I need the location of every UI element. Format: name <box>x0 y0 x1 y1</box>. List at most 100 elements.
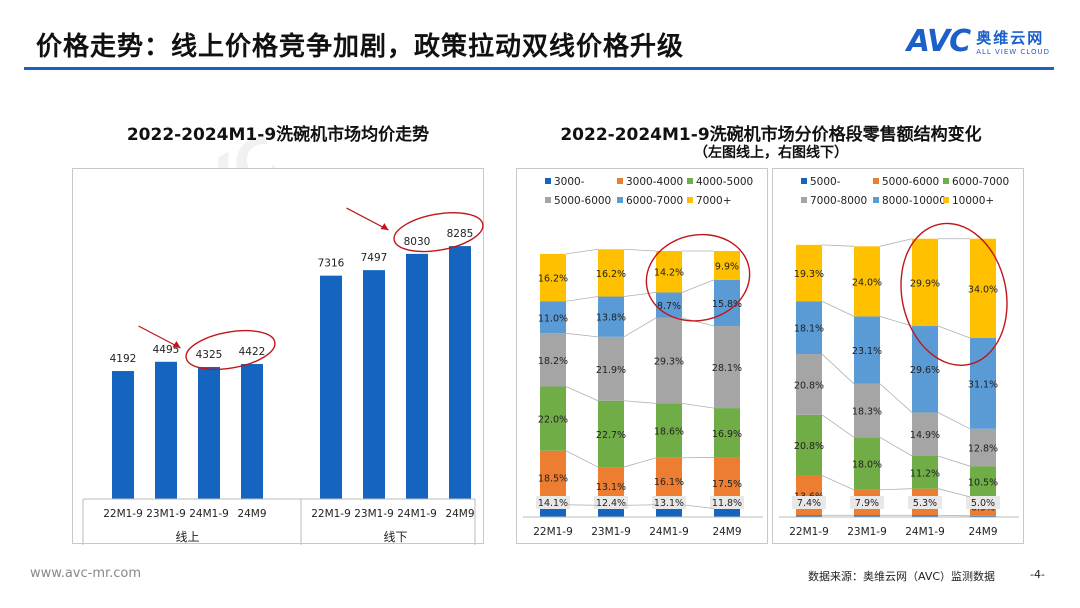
logo-en: ALL VIEW CLOUD <box>976 47 1050 56</box>
stack-segment <box>970 428 996 467</box>
legend-label: 5000-6000 <box>554 195 611 207</box>
stack-segment <box>540 450 566 505</box>
legend-swatch <box>687 178 693 184</box>
data-label: 18.2% <box>538 356 568 367</box>
data-label: 8285 <box>447 228 474 240</box>
tick-label: 24M1-9 <box>905 526 945 538</box>
data-label: 18.0% <box>852 460 882 471</box>
stack-segment <box>714 279 740 327</box>
tick-label: 24M9 <box>968 526 997 538</box>
connector-line <box>937 455 971 467</box>
gap-label-bg <box>792 496 826 509</box>
gap-label-bg <box>536 496 570 509</box>
data-label: 22.0% <box>538 415 568 426</box>
group-label: 线下 <box>383 530 407 544</box>
stack-segment <box>912 326 938 413</box>
stack-segment <box>854 316 880 384</box>
connector-line <box>565 386 599 402</box>
highlight-circle <box>393 212 484 253</box>
legend-swatch <box>873 197 879 203</box>
data-label: 17.5% <box>712 479 742 490</box>
gap-label: 7.4% <box>797 498 821 509</box>
page-number: -4- <box>1030 568 1045 581</box>
data-label: 8030 <box>404 236 431 248</box>
legend-swatch <box>617 197 623 203</box>
connector-line <box>623 248 657 252</box>
gap-label: 5.0% <box>971 498 995 509</box>
legend-label: 7000+ <box>696 195 732 207</box>
bar <box>155 361 177 499</box>
connector-line <box>681 317 715 327</box>
connector-line <box>681 403 715 409</box>
stack-segment <box>540 386 566 451</box>
tick-label: 24M1-9 <box>189 508 229 520</box>
stack-segment <box>912 515 938 517</box>
legend-swatch <box>801 178 807 184</box>
connector-line <box>879 488 913 491</box>
data-label: 34.0% <box>968 284 998 295</box>
highlight-circle <box>185 329 276 371</box>
stack-segment <box>854 383 880 438</box>
left-chart-title: 2022-2024M1-9洗碗机市场均价走势 <box>126 125 430 145</box>
stack-segment <box>912 238 938 327</box>
stack-segment <box>854 515 880 517</box>
data-label: 20.8% <box>794 441 824 452</box>
connector-line <box>623 457 657 468</box>
legend-swatch <box>617 178 623 184</box>
tick-label: 24M9 <box>237 508 266 520</box>
highlight-arrow <box>346 207 389 231</box>
footer-url[interactable]: www.avc-mr.com <box>30 566 142 581</box>
gap-label-bg <box>850 496 884 509</box>
stack-segment <box>796 301 822 355</box>
stack-segment <box>598 336 624 401</box>
connector-line <box>937 488 971 498</box>
data-label: 10.5% <box>968 478 998 489</box>
connector-line <box>821 353 855 385</box>
bar <box>198 366 220 499</box>
data-label: 16.1% <box>654 477 684 488</box>
legend-swatch <box>687 197 693 203</box>
legend-label: 3000- <box>554 176 585 188</box>
data-label: 31.1% <box>968 379 998 390</box>
legend-swatch <box>873 178 879 184</box>
connector-line <box>821 300 855 317</box>
data-label: 23.1% <box>852 346 882 357</box>
data-label: 16.9% <box>712 429 742 440</box>
connector-line <box>565 332 599 338</box>
gap-label: 12.4% <box>596 498 626 509</box>
data-label: 18.1% <box>794 324 824 335</box>
tick-label: 23M1-9 <box>591 526 631 538</box>
stack-segment <box>854 246 880 317</box>
gap-label-bg <box>710 496 744 509</box>
gap-label-bg <box>594 496 628 509</box>
legend-label: 5000-6000 <box>882 176 939 188</box>
stack-segment <box>598 400 624 468</box>
online-structure-panel: 3000- 3000-4000 4000-5000 5000-6000 6000-700… <box>516 168 768 544</box>
stack-segment <box>656 403 682 458</box>
offline-structure-chart: 5000- 5000-6000 6000-7000 7000-8000 8000-100… <box>779 176 1019 538</box>
data-label: 20.8% <box>794 380 824 391</box>
logo-mark: AVC <box>906 23 971 59</box>
gap-label: 5.3% <box>913 498 937 509</box>
online-structure-chart: 3000- 3000-4000 4000-5000 5000-6000 6000-700… <box>523 176 763 538</box>
connector-line <box>821 244 855 247</box>
connector-line <box>937 325 971 339</box>
tick-label: 23M1-9 <box>847 526 887 538</box>
legend-swatch <box>545 197 551 203</box>
connector-line <box>623 292 657 297</box>
stack-segment <box>656 292 682 318</box>
legend-label: 7000-8000 <box>810 195 867 207</box>
data-label: 28.1% <box>712 363 742 374</box>
connector-line <box>879 436 913 457</box>
data-label: 7316 <box>318 258 345 270</box>
tick-label: 24M9 <box>712 526 741 538</box>
connector-line <box>623 317 657 338</box>
data-label: 16.2% <box>596 269 626 280</box>
data-label: 29.9% <box>910 278 940 289</box>
stack-segment <box>912 455 938 489</box>
legend-label: 10000+ <box>952 195 994 207</box>
data-label: 7497 <box>361 252 388 264</box>
data-label: 16.2% <box>538 274 568 285</box>
connector-line <box>565 504 599 506</box>
connector-line <box>565 248 599 255</box>
